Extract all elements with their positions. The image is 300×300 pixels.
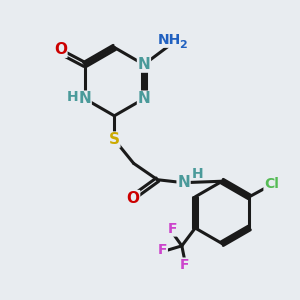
- Text: NH: NH: [158, 33, 181, 47]
- Text: Cl: Cl: [264, 177, 279, 191]
- Text: F: F: [168, 222, 178, 236]
- Text: N: N: [78, 91, 91, 106]
- Text: N: N: [138, 91, 150, 106]
- Text: F: F: [180, 258, 190, 272]
- Text: F: F: [158, 243, 167, 257]
- Text: H: H: [192, 167, 204, 182]
- Text: N: N: [177, 175, 190, 190]
- Text: O: O: [54, 42, 67, 57]
- Text: N: N: [138, 57, 150, 72]
- Text: 2: 2: [179, 40, 187, 50]
- Text: H: H: [66, 90, 78, 104]
- Text: S: S: [109, 132, 120, 147]
- Text: O: O: [127, 191, 140, 206]
